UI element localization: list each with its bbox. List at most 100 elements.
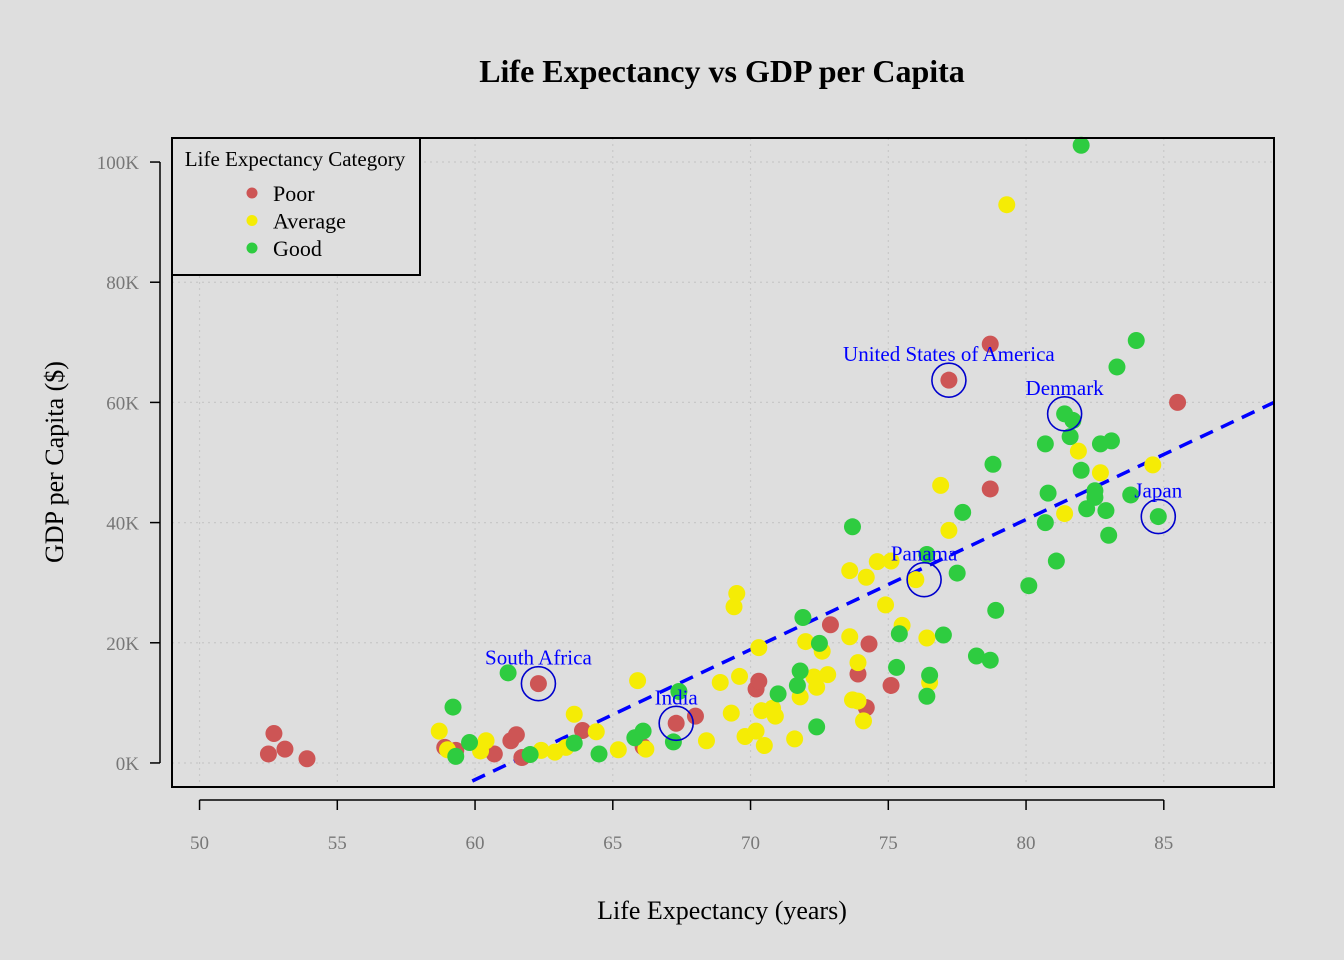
- data-point-good: [794, 609, 812, 627]
- data-point-average: [747, 722, 765, 740]
- data-point-poor: [507, 726, 525, 744]
- data-point-good: [670, 682, 688, 700]
- data-point-poor: [981, 335, 999, 353]
- data-point-good: [565, 734, 583, 752]
- highlight-label: India: [655, 685, 699, 709]
- y-axis-label: GDP per Capita ($): [40, 361, 69, 563]
- axes: 50 55 60 65 70 75 80 85 0K 20K 40K 60K 80K 100K: [97, 153, 1174, 854]
- data-point-average: [882, 552, 900, 570]
- data-point-poor: [529, 675, 547, 693]
- data-point-average: [868, 553, 886, 571]
- data-point-average: [797, 633, 815, 651]
- x-tick-label: 55: [328, 833, 347, 854]
- data-points: [259, 136, 1187, 768]
- data-point-poor: [276, 740, 294, 758]
- data-point-poor: [265, 725, 283, 743]
- data-point-average: [697, 732, 715, 750]
- highlight-ring: [658, 705, 694, 742]
- data-point-good: [984, 455, 1002, 473]
- data-point-good: [987, 601, 1005, 619]
- data-point-good: [1039, 484, 1057, 502]
- data-point-good: [1072, 136, 1090, 154]
- highlight-label: South Africa: [485, 646, 592, 670]
- x-tick-label: 80: [1017, 833, 1036, 854]
- data-point-good: [888, 658, 906, 676]
- data-point-average: [750, 639, 768, 657]
- trend-line: [471, 400, 1275, 783]
- y-tick-label: 80K: [106, 273, 139, 294]
- x-tick-label: 70: [741, 833, 760, 854]
- data-point-good: [791, 662, 809, 680]
- y-tick-label: 60K: [106, 393, 139, 414]
- data-point-poor: [821, 616, 839, 634]
- data-point-good: [664, 733, 682, 751]
- data-point-poor: [259, 745, 277, 763]
- highlight-ring: [520, 665, 557, 702]
- data-point-average: [711, 673, 729, 691]
- data-point-average: [725, 598, 743, 616]
- x-tick-label: 50: [190, 833, 209, 854]
- data-point-poor: [1169, 393, 1187, 411]
- legend-marker-poor: [246, 187, 258, 199]
- data-point-good: [810, 634, 828, 652]
- highlight-annotations: United States of America Denmark Japan Pana…: [485, 342, 1183, 742]
- x-axis-label: Life Expectancy (years): [597, 896, 847, 925]
- data-point-good: [1149, 508, 1167, 526]
- legend-box: [171, 137, 421, 276]
- data-point-average: [841, 562, 859, 580]
- data-point-good: [808, 718, 826, 736]
- data-point-good: [890, 625, 908, 643]
- data-point-average: [1091, 464, 1109, 482]
- y-tick-label: 40K: [106, 514, 139, 535]
- data-point-poor: [940, 371, 958, 389]
- x-tick-label: 65: [603, 833, 622, 854]
- data-point-average: [940, 521, 958, 539]
- legend-marker-good: [246, 242, 258, 254]
- data-point-average: [786, 730, 804, 748]
- data-point-good: [967, 647, 985, 665]
- data-point-good: [954, 503, 972, 521]
- data-point-average: [637, 740, 655, 758]
- data-point-average: [1056, 505, 1074, 523]
- highlight-label: Japan: [1134, 479, 1182, 503]
- data-point-poor: [573, 722, 591, 740]
- highlight-ring: [906, 561, 942, 598]
- data-point-average: [998, 196, 1016, 214]
- data-point-good: [843, 518, 861, 536]
- data-point-good: [634, 722, 652, 740]
- highlight-label: Denmark: [1026, 376, 1105, 400]
- data-point-average: [1144, 456, 1162, 474]
- data-point-good: [1036, 514, 1054, 532]
- chart-title: Life Expectancy vs GDP per Capita: [479, 53, 965, 89]
- data-point-average: [565, 705, 583, 723]
- data-point-poor: [298, 750, 316, 768]
- data-point-good: [981, 651, 999, 669]
- data-point-poor: [485, 745, 503, 763]
- data-point-average: [477, 732, 495, 750]
- data-point-poor: [981, 480, 999, 498]
- data-point-average: [755, 737, 773, 755]
- grid-lines: [172, 138, 1274, 787]
- y-tick-label: 20K: [106, 634, 139, 655]
- x-tick-label: 85: [1154, 833, 1173, 854]
- data-point-good: [1108, 358, 1126, 376]
- highlight-label: Panama: [891, 542, 958, 566]
- data-point-good: [461, 734, 479, 752]
- data-point-average: [766, 707, 784, 725]
- data-point-average: [722, 704, 740, 722]
- highlight-label: United States of America: [843, 342, 1055, 366]
- y-tick-label: 0K: [116, 754, 140, 775]
- data-point-good: [1020, 577, 1038, 595]
- data-point-average: [855, 712, 873, 730]
- data-point-good: [447, 747, 465, 765]
- data-point-average: [918, 629, 936, 647]
- highlight-ring: [1046, 396, 1083, 432]
- data-point-good: [788, 676, 806, 694]
- data-point-good: [1047, 552, 1065, 570]
- data-point-average: [587, 723, 605, 741]
- legend-label-poor: Poor: [273, 181, 315, 206]
- data-point-average: [629, 672, 647, 690]
- legend-title: Life Expectancy Category: [185, 147, 406, 171]
- data-point-good: [1100, 526, 1118, 544]
